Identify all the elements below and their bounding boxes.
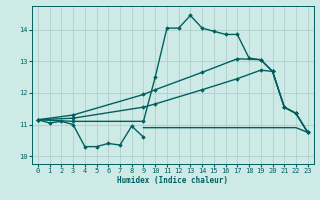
X-axis label: Humidex (Indice chaleur): Humidex (Indice chaleur) xyxy=(117,176,228,185)
